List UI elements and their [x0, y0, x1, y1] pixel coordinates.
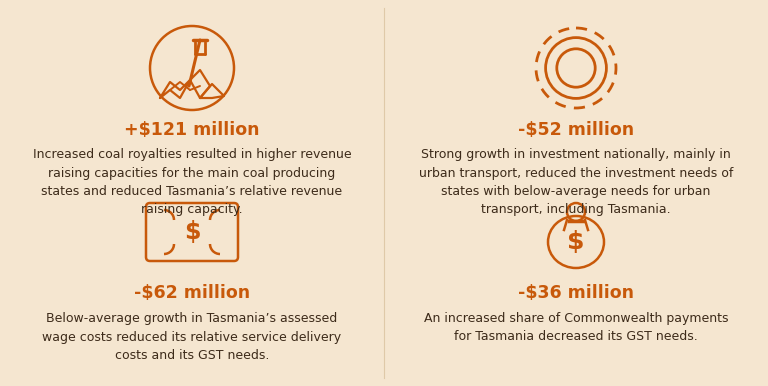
- Text: $: $: [184, 220, 200, 244]
- Text: +$121 million: +$121 million: [124, 121, 260, 139]
- Text: -$52 million: -$52 million: [518, 121, 634, 139]
- Text: Strong growth in investment nationally, mainly in
urban transport, reduced the i: Strong growth in investment nationally, …: [419, 148, 733, 217]
- Text: Below-average growth in Tasmania’s assessed
wage costs reduced its relative serv: Below-average growth in Tasmania’s asses…: [42, 312, 342, 362]
- Text: -$36 million: -$36 million: [518, 284, 634, 302]
- Text: $: $: [568, 230, 584, 254]
- Text: Increased coal royalties resulted in higher revenue
raising capacities for the m: Increased coal royalties resulted in hig…: [33, 148, 351, 217]
- Text: -$62 million: -$62 million: [134, 284, 250, 302]
- Text: An increased share of Commonwealth payments
for Tasmania decreased its GST needs: An increased share of Commonwealth payme…: [424, 312, 728, 344]
